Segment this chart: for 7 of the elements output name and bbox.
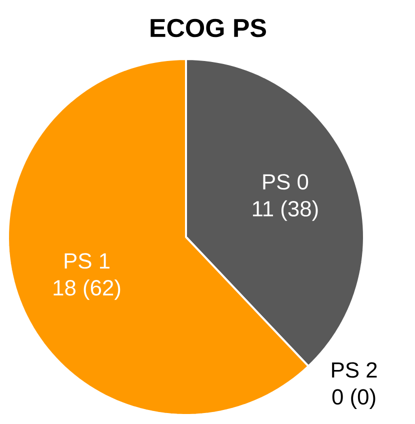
data-label: 18 (62) <box>54 279 120 300</box>
slice-label: PS 1 <box>64 253 110 269</box>
category-label: PS 2 <box>332 362 377 378</box>
chart-title: ECOG PS <box>150 18 266 38</box>
text: 0 (0) <box>332 388 376 409</box>
data-label: 11 (38) <box>252 200 318 221</box>
slice-label: PS 0 <box>263 174 308 190</box>
